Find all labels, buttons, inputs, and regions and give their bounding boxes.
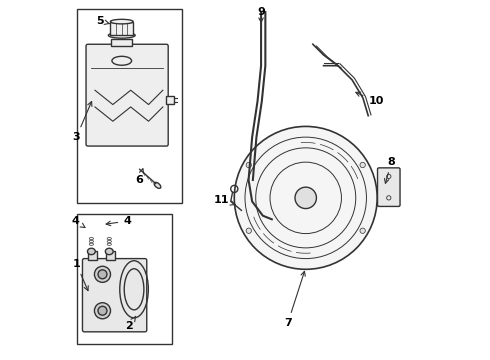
Text: 7: 7 [284,271,305,328]
Text: 11: 11 [214,195,235,205]
Text: 3: 3 [73,102,92,142]
Ellipse shape [88,248,96,255]
Bar [110,22,133,35]
Ellipse shape [95,303,111,319]
Text: 9: 9 [257,7,265,23]
Ellipse shape [110,19,133,24]
Bar [88,251,97,260]
Text: 2: 2 [125,316,136,332]
Ellipse shape [98,270,107,279]
Ellipse shape [105,248,113,255]
Ellipse shape [154,183,161,188]
Ellipse shape [98,306,107,315]
Ellipse shape [234,126,377,269]
Bar [111,39,132,46]
Text: 4: 4 [72,216,85,228]
Ellipse shape [246,228,251,233]
Bar [167,96,174,104]
Text: 5: 5 [97,16,110,26]
Text: 8: 8 [385,157,395,183]
Ellipse shape [295,187,317,208]
Ellipse shape [246,162,251,168]
Bar [106,251,115,260]
Text: 4: 4 [106,216,131,226]
Ellipse shape [360,228,366,233]
Ellipse shape [360,162,366,168]
FancyBboxPatch shape [86,44,168,146]
Text: 1: 1 [73,259,88,291]
FancyBboxPatch shape [82,258,147,332]
Ellipse shape [95,266,111,282]
Bar [77,9,182,203]
Text: 6: 6 [136,169,144,185]
Bar [77,214,172,344]
FancyBboxPatch shape [377,168,400,206]
Text: 10: 10 [356,92,384,107]
Ellipse shape [108,32,135,38]
